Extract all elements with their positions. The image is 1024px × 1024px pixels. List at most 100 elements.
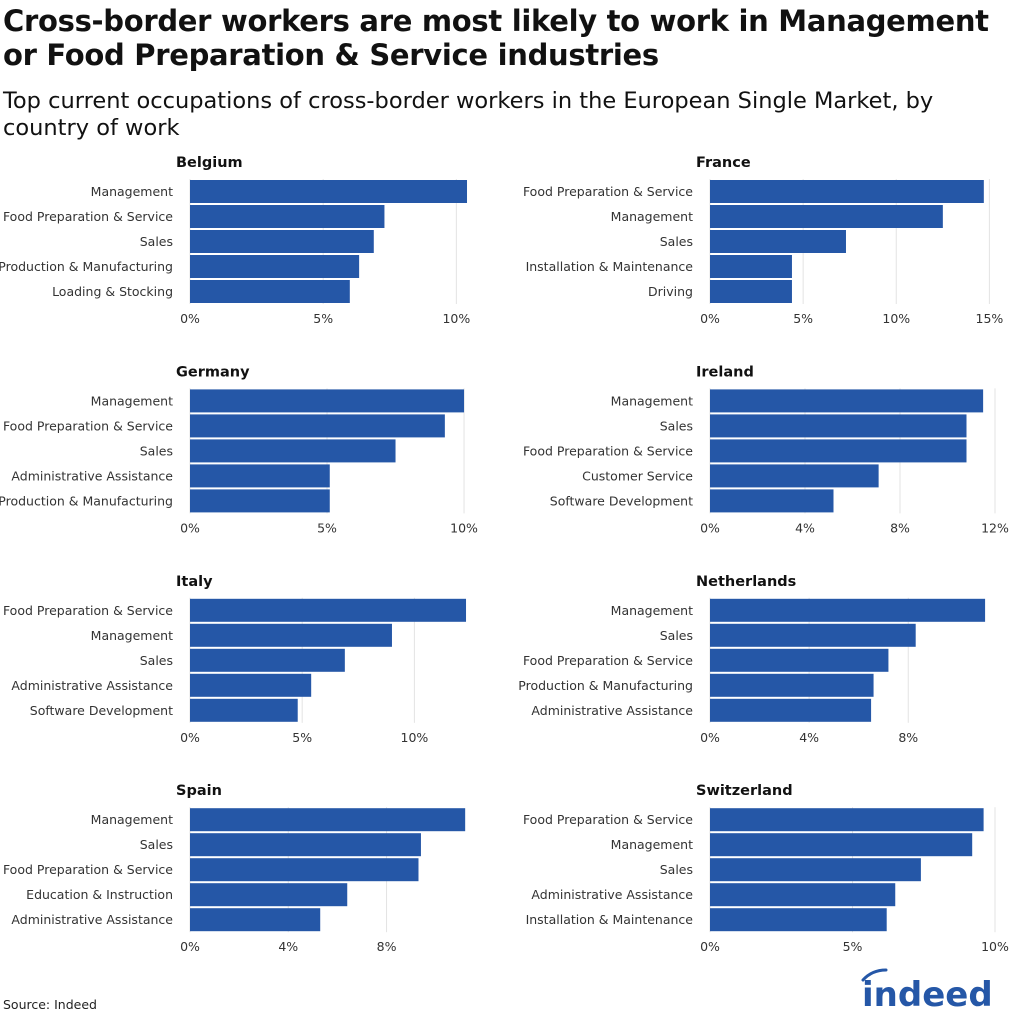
tick-label: 10%: [882, 311, 910, 326]
bar: [190, 255, 360, 278]
source-note: Source: Indeed: [3, 997, 97, 1012]
bar: [190, 808, 466, 832]
category-label: Sales: [140, 234, 173, 249]
bar: [710, 648, 889, 672]
bar: [710, 858, 921, 882]
panel-title: Ireland: [696, 364, 754, 380]
tick-label: 5%: [843, 939, 863, 954]
category-label: Food Preparation & Service: [3, 603, 173, 618]
panel-france: France 0% 5% 10% 15% Food Preparation & Servi…: [523, 155, 1003, 326]
bar: [190, 908, 321, 932]
panel-title: Italy: [176, 574, 213, 590]
category-label: Sales: [140, 653, 173, 668]
tick-label: 15%: [976, 311, 1004, 326]
tick-label: 5%: [313, 311, 333, 326]
tick-label: 5%: [292, 730, 312, 745]
indeed-logo: indeed: [861, 968, 993, 1013]
bar: [710, 255, 792, 278]
bar: [710, 180, 984, 203]
bar: [190, 439, 396, 463]
bar: [710, 414, 967, 438]
category-label: Administrative Assistance: [531, 703, 693, 718]
category-label: Administrative Assistance: [11, 468, 173, 483]
bar: [710, 205, 943, 228]
tick-label: 0%: [700, 520, 720, 535]
bar: [190, 489, 330, 513]
bar: [190, 598, 467, 622]
tick-label: 5%: [317, 520, 337, 535]
panel-netherlands: Netherlands 0% 4% 8% Management Sales Food Pre…: [518, 574, 986, 745]
bar: [190, 673, 312, 697]
tick-label: 4%: [278, 939, 298, 954]
tick-label: 10%: [442, 311, 470, 326]
category-label: Food Preparation & Service: [3, 209, 173, 224]
tick-label: 0%: [180, 520, 200, 535]
category-label: Production & Manufacturing: [0, 493, 173, 508]
bar: [710, 598, 986, 622]
category-label: Management: [91, 184, 173, 199]
tick-label: 10%: [981, 939, 1009, 954]
bar: [710, 673, 874, 697]
tick-label: 8%: [377, 939, 397, 954]
bar: [190, 648, 345, 672]
category-label: Software Development: [30, 703, 173, 718]
category-label: Sales: [660, 862, 693, 877]
panel-belgium: Belgium 0% 5% 10% Management Food Preparation…: [0, 155, 470, 326]
chart-title: Cross-border workers are most likely to …: [3, 4, 989, 72]
bar: [710, 489, 834, 513]
bar: [710, 883, 896, 907]
bar: [190, 389, 465, 413]
category-label: Sales: [660, 628, 693, 643]
tick-label: 0%: [180, 730, 200, 745]
panel-title: Switzerland: [696, 783, 793, 799]
bar: [710, 833, 973, 857]
tick-label: 12%: [981, 520, 1009, 535]
category-label: Management: [91, 393, 173, 408]
category-label: Customer Service: [582, 468, 693, 483]
tick-label: 0%: [700, 939, 720, 954]
bar: [190, 180, 468, 203]
bar: [190, 883, 348, 907]
category-label: Administrative Assistance: [11, 912, 173, 927]
tick-label: 8%: [898, 730, 918, 745]
panel-ireland: Ireland 0% 4% 8% 12% Management Sales Food Prep…: [523, 364, 1009, 535]
category-label: Sales: [660, 234, 693, 249]
bar: [710, 808, 984, 832]
category-label: Management: [611, 603, 693, 618]
panel-spain: Spain 0% 4% 8% Management Sales Food Preparati…: [3, 783, 466, 954]
bar: [710, 464, 879, 488]
bar: [190, 230, 374, 253]
category-label: Software Development: [550, 493, 693, 508]
category-label: Education & Instruction: [26, 887, 173, 902]
panel-title: Spain: [176, 783, 222, 799]
category-label: Sales: [140, 443, 173, 458]
category-label: Loading & Stocking: [52, 284, 173, 299]
category-label: Driving: [648, 284, 693, 299]
bar: [190, 698, 298, 722]
category-label: Installation & Maintenance: [526, 259, 694, 274]
category-label: Administrative Assistance: [11, 678, 173, 693]
tick-label: 5%: [793, 311, 813, 326]
category-label: Administrative Assistance: [531, 887, 693, 902]
panel-title: France: [696, 155, 751, 171]
tick-label: 10%: [401, 730, 429, 745]
bar: [190, 623, 392, 647]
tick-label: 0%: [700, 730, 720, 745]
category-label: Production & Manufacturing: [0, 259, 173, 274]
bar: [710, 230, 846, 253]
panel-title: Netherlands: [696, 574, 796, 590]
category-label: Sales: [660, 418, 693, 433]
panel-title: Belgium: [176, 155, 243, 171]
category-label: Food Preparation & Service: [3, 862, 173, 877]
bar: [710, 623, 916, 647]
category-label: Management: [611, 209, 693, 224]
panel-switzerland: Switzerland 0% 5% 10% Food Preparation & Ser…: [523, 783, 1009, 954]
bar: [190, 205, 385, 228]
tick-label: 0%: [180, 939, 200, 954]
category-label: Management: [91, 812, 173, 827]
svg-text:indeed: indeed: [862, 975, 993, 1013]
category-label: Food Preparation & Service: [523, 653, 693, 668]
tick-label: 0%: [700, 311, 720, 326]
panel-title: Germany: [176, 364, 250, 380]
